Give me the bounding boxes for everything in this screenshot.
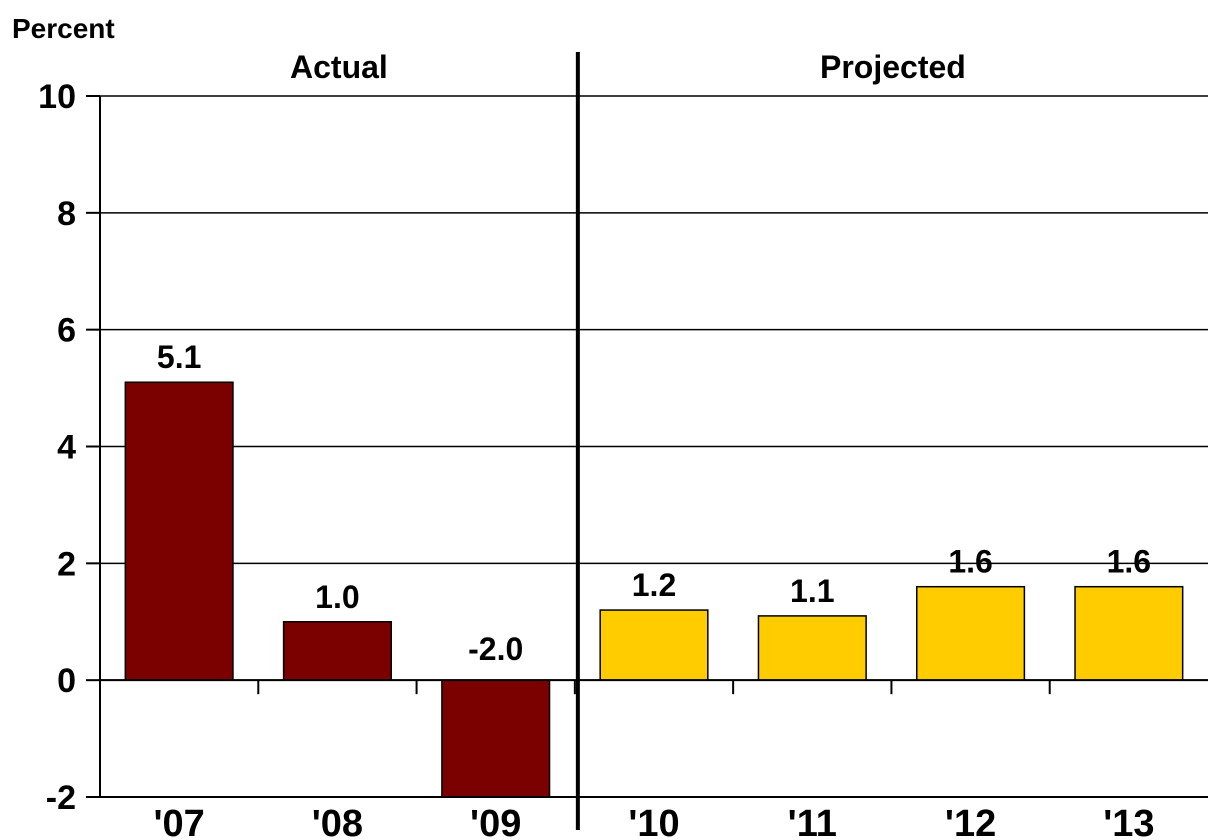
y-tick-label: 4 (57, 429, 76, 467)
y-tick-label: 6 (57, 312, 76, 350)
x-tick-label: '10 (628, 803, 679, 840)
group-label-projected: Projected (820, 49, 966, 85)
y-axis-label: Percent (12, 13, 115, 44)
x-tick-label: '08 (312, 803, 363, 840)
bar-10 (599, 609, 709, 681)
axes (86, 52, 1208, 830)
bar-07 (124, 381, 234, 681)
y-tick-label: 0 (57, 662, 76, 700)
x-tick-label: '11 (788, 803, 837, 840)
bar-13 (1074, 585, 1184, 681)
labels: -2 0 2 4 6 8 10 5.1 '07 1.0 '08 -2.0 '09 1.2 '10 1.1 '11… (38, 49, 1154, 840)
x-tick-label: '07 (153, 803, 204, 840)
data-label: 1.2 (632, 567, 676, 603)
data-label: 1.0 (315, 579, 359, 615)
bar-09 (441, 679, 551, 798)
group-label-actual: Actual (290, 49, 388, 85)
data-label: -2.0 (468, 631, 523, 667)
data-label: 1.1 (790, 573, 834, 609)
bars (124, 381, 1184, 798)
y-tick-label: 10 (38, 78, 76, 116)
y-tick-label: -2 (46, 779, 76, 817)
x-tick-label: '13 (1103, 803, 1154, 840)
data-label: 5.1 (157, 339, 201, 375)
bar-12 (916, 585, 1026, 681)
bar-08 (282, 621, 392, 681)
data-label: 1.6 (948, 544, 992, 580)
y-tick-label: 8 (57, 195, 76, 233)
x-tick-label: '09 (470, 803, 521, 840)
data-label: 1.6 (1107, 544, 1151, 580)
x-tick-label: '12 (945, 803, 996, 840)
bar-11 (757, 615, 867, 681)
y-tick-label: 2 (57, 545, 76, 583)
